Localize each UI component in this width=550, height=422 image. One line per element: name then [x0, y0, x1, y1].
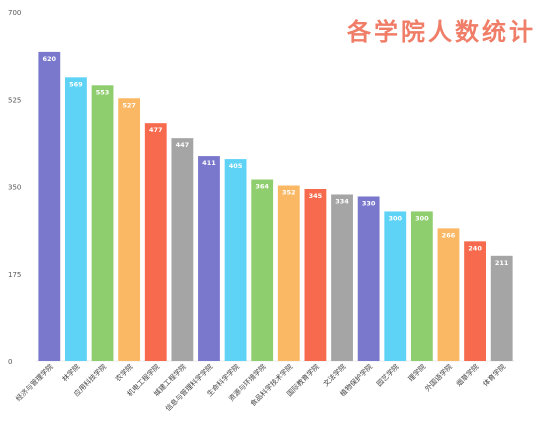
bar-value-label: 211: [495, 259, 509, 267]
bar: [384, 211, 407, 361]
x-tick-label: 理学院: [406, 362, 427, 383]
x-tick-label: 农学院: [113, 362, 134, 383]
chart-title: 各学院人数统计: [347, 18, 536, 46]
y-tick-label: 700: [8, 9, 21, 17]
x-tick-label: 文法学院: [321, 362, 347, 388]
x-tick-label: 林学院: [60, 362, 81, 383]
bar-value-label: 405: [229, 162, 243, 170]
bar: [410, 211, 433, 361]
bar-value-label: 364: [255, 183, 269, 191]
x-tick-label: 体育学院: [481, 362, 507, 388]
bar: [251, 179, 274, 361]
x-tick-label: 园艺学院: [375, 362, 401, 388]
x-tick-label: 经济与管理学院: [14, 362, 55, 403]
bar: [331, 194, 353, 361]
bar-value-label: 447: [176, 141, 190, 149]
bar-value-label: 330: [362, 199, 376, 207]
bar-value-label: 553: [96, 88, 110, 96]
bar-value-label: 527: [122, 101, 136, 109]
y-tick-label: 0: [8, 358, 12, 366]
bar: [65, 77, 87, 361]
bar: [464, 241, 486, 361]
bar: [38, 51, 61, 361]
bar-value-label: 477: [149, 126, 163, 134]
bar: [304, 188, 327, 361]
bar-value-label: 345: [309, 192, 323, 200]
bar: [357, 196, 380, 361]
x-tick-label: 烟草学院: [454, 362, 480, 388]
x-tick-label: 外国语学院: [423, 362, 454, 393]
y-tick-label: 350: [8, 184, 21, 192]
bar-value-label: 352: [282, 189, 296, 197]
x-tick-label: 信息与管理科学学院: [163, 362, 214, 413]
bar-value-label: 411: [202, 159, 216, 167]
bar: [91, 85, 114, 361]
bar: [277, 185, 300, 361]
bar: [144, 123, 167, 362]
y-axis: 0 175 350 525 700: [8, 9, 515, 366]
bar: [198, 156, 220, 361]
bar: [118, 98, 141, 361]
bar-value-label: 620: [43, 55, 57, 63]
bar-value-label: 300: [415, 214, 429, 222]
bar: [437, 228, 460, 361]
value-labels-group: 620 569 553 527 477 447 411 405 364 352 345 334 330 3…: [43, 55, 509, 267]
bar: [490, 255, 513, 361]
y-tick-label: 525: [8, 96, 21, 104]
bar-value-label: 334: [335, 197, 349, 205]
bar-value-label: 240: [468, 244, 482, 252]
bar-value-label: 266: [442, 231, 456, 239]
bar: [171, 138, 194, 361]
bar-value-label: 300: [388, 214, 402, 222]
bars-group: [38, 51, 513, 362]
bar: [224, 159, 247, 361]
y-tick-label: 175: [8, 271, 21, 279]
bar-value-label: 569: [69, 80, 83, 88]
